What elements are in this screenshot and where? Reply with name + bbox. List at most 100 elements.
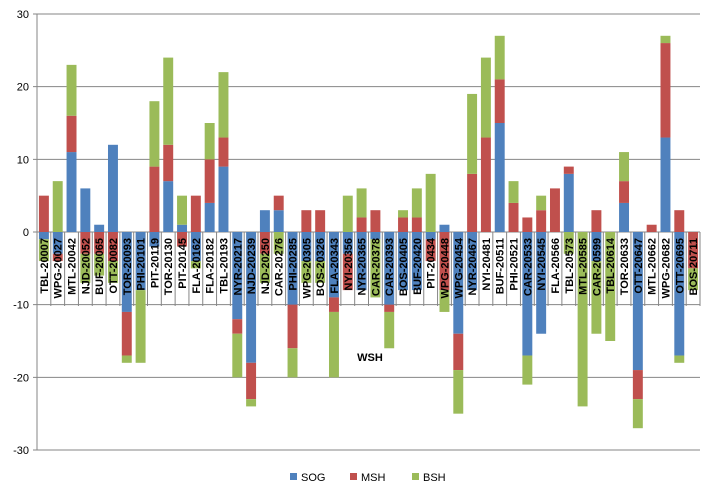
bar-bsh bbox=[605, 232, 616, 341]
legend-label: SOG bbox=[301, 472, 325, 484]
bar-bsh bbox=[384, 311, 395, 349]
bar-msh bbox=[232, 319, 243, 334]
bar-sog bbox=[370, 232, 381, 240]
bar-sog bbox=[536, 232, 547, 334]
bar-bsh bbox=[439, 290, 450, 312]
bar-msh bbox=[177, 232, 188, 247]
y-tick-label: 30 bbox=[17, 9, 29, 21]
bar-sog bbox=[177, 224, 188, 232]
bar-bsh bbox=[342, 195, 353, 232]
x-tick-label: BOS-20711 bbox=[688, 238, 700, 295]
legend-label: MSH bbox=[361, 472, 386, 484]
bar-msh bbox=[259, 232, 270, 254]
x-tick-label: NYI-20356 bbox=[343, 238, 355, 291]
bar-bsh bbox=[246, 399, 257, 407]
bar-sog bbox=[107, 144, 118, 232]
bar-msh bbox=[163, 144, 174, 182]
bar-msh bbox=[591, 210, 602, 232]
bar-bsh bbox=[688, 268, 699, 291]
bar-bsh bbox=[259, 253, 270, 283]
bar-msh bbox=[356, 217, 367, 232]
bar-msh bbox=[411, 217, 422, 232]
x-tick-label: PHI-20285 bbox=[288, 238, 300, 291]
bar-msh bbox=[384, 304, 395, 312]
bar-msh bbox=[453, 333, 464, 371]
bar-sog bbox=[190, 232, 201, 262]
bar-bsh bbox=[480, 57, 491, 138]
bar-msh bbox=[688, 232, 699, 269]
bar-bsh bbox=[563, 232, 574, 254]
bar-bsh bbox=[190, 261, 201, 269]
x-tick-label: TBL-20007 bbox=[39, 238, 51, 294]
x-tick-label: WPG-20448 bbox=[439, 238, 451, 299]
bar-sog bbox=[411, 232, 422, 291]
x-tick-label: CAR-20533 bbox=[522, 238, 534, 296]
bar-sog bbox=[494, 123, 505, 232]
x-tick-label: NYR-20365 bbox=[357, 238, 369, 295]
bar-msh bbox=[149, 166, 160, 232]
bar-bsh bbox=[273, 232, 284, 254]
bar-bsh bbox=[660, 35, 671, 44]
bar-msh bbox=[563, 166, 574, 174]
bar-sog bbox=[135, 232, 146, 291]
bar-sog bbox=[563, 173, 574, 232]
bar-bsh bbox=[453, 370, 464, 414]
x-tick-label: NJD-20239 bbox=[246, 238, 258, 294]
annotation-wsh: WSH bbox=[357, 352, 383, 364]
legend: SOG MSH BSH bbox=[290, 472, 446, 484]
bar-msh bbox=[522, 217, 533, 232]
bar-sog bbox=[467, 232, 478, 291]
bar-msh bbox=[632, 370, 643, 400]
bar-bsh bbox=[425, 173, 436, 232]
bar-bsh bbox=[80, 253, 91, 283]
bar-sog bbox=[246, 232, 257, 363]
bar-bsh bbox=[177, 195, 188, 225]
x-tick-label: PIT-20434 bbox=[426, 237, 438, 289]
x-tick-label: WPG-20682 bbox=[660, 238, 672, 299]
bar-sog bbox=[315, 232, 326, 262]
y-tick-label: 10 bbox=[17, 154, 29, 166]
bar-msh bbox=[52, 253, 63, 262]
bar-sog bbox=[674, 232, 685, 356]
x-tick-label: CAR-20276 bbox=[274, 238, 286, 296]
bar-msh bbox=[674, 210, 685, 232]
bar-msh bbox=[204, 159, 215, 203]
bar-bsh bbox=[632, 399, 643, 429]
x-tick-label: NYR-20217 bbox=[232, 238, 244, 295]
x-tick-label: FLA-20162 bbox=[191, 238, 203, 294]
bar-msh bbox=[646, 224, 657, 232]
x-tick-label: MTL-20662 bbox=[647, 238, 659, 295]
bar-bsh bbox=[218, 72, 229, 138]
x-tick-label: TBL-20614 bbox=[605, 237, 617, 294]
bar-msh bbox=[619, 181, 630, 203]
bar-bsh bbox=[411, 188, 422, 218]
bar-bsh bbox=[135, 290, 146, 363]
legend-label: BSH bbox=[423, 472, 446, 484]
bar-bsh bbox=[508, 181, 519, 203]
bar-sog bbox=[149, 232, 160, 247]
x-tick-label: CAR-20599 bbox=[591, 238, 603, 296]
bar-bsh bbox=[467, 93, 478, 174]
bar-sog bbox=[453, 232, 464, 334]
bar-sog bbox=[273, 210, 284, 232]
bar-msh bbox=[66, 115, 77, 153]
bar-bsh bbox=[356, 188, 367, 218]
bars bbox=[38, 35, 699, 429]
bar-bsh bbox=[38, 239, 49, 262]
bar-sog bbox=[356, 232, 367, 291]
y-tick-label: 0 bbox=[23, 227, 29, 239]
bar-sog bbox=[384, 232, 395, 305]
bar-bsh bbox=[301, 261, 312, 283]
x-tick-label: NYR-20467 bbox=[467, 238, 479, 295]
x-tick-label: PHI-20521 bbox=[509, 238, 521, 291]
bar-msh bbox=[439, 232, 450, 291]
bar-msh bbox=[273, 195, 284, 211]
bar-msh bbox=[190, 195, 201, 232]
bar-bsh bbox=[232, 333, 243, 378]
x-tick-label: FLA-20343 bbox=[329, 238, 341, 294]
bar-sog bbox=[38, 232, 49, 240]
x-tick-label: WPG-20027 bbox=[53, 238, 65, 299]
bar-msh bbox=[107, 232, 118, 262]
bar-msh bbox=[121, 311, 132, 356]
legend-swatch-bsh bbox=[412, 473, 419, 480]
